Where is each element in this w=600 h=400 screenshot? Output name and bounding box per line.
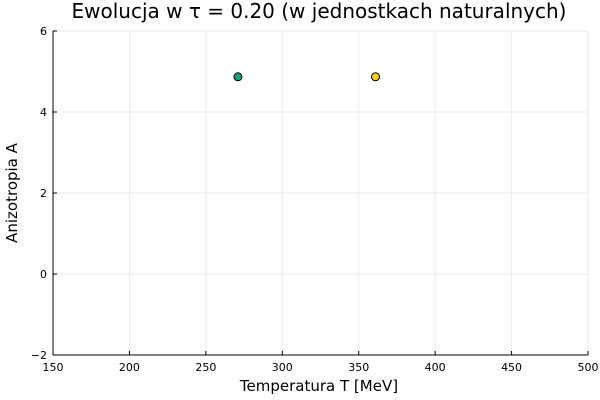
y-tick-label: −2 [31, 349, 47, 362]
y-tick-label: 4 [40, 106, 47, 119]
y-tick-label: 6 [40, 25, 47, 38]
x-tick-label: 150 [43, 361, 64, 374]
x-tick-label: 250 [195, 361, 216, 374]
x-tick-labels: 150 200 250 300 350 400 450 500 [43, 361, 599, 374]
chart-title: Ewolucja w τ = 0.20 (w jednostkach natur… [72, 0, 567, 23]
data-point [233, 72, 243, 82]
x-tick-label: 350 [348, 361, 369, 374]
grid [52, 30, 589, 356]
x-tick-label: 300 [272, 361, 293, 374]
data-points [233, 72, 381, 82]
y-axis-label: Anizotropia A [3, 142, 21, 243]
x-tick-label: 200 [119, 361, 140, 374]
axes [52, 30, 589, 356]
y-tick-label: 0 [40, 268, 47, 281]
x-tick-label: 450 [501, 361, 522, 374]
y-tick-label: 2 [40, 187, 47, 200]
x-axis-label: Temperatura T [MeV] [239, 377, 398, 395]
x-tick-label: 500 [578, 361, 599, 374]
data-point [371, 72, 381, 82]
y-tick-labels: −2 0 2 4 6 [31, 25, 47, 362]
x-tick-label: 400 [425, 361, 446, 374]
